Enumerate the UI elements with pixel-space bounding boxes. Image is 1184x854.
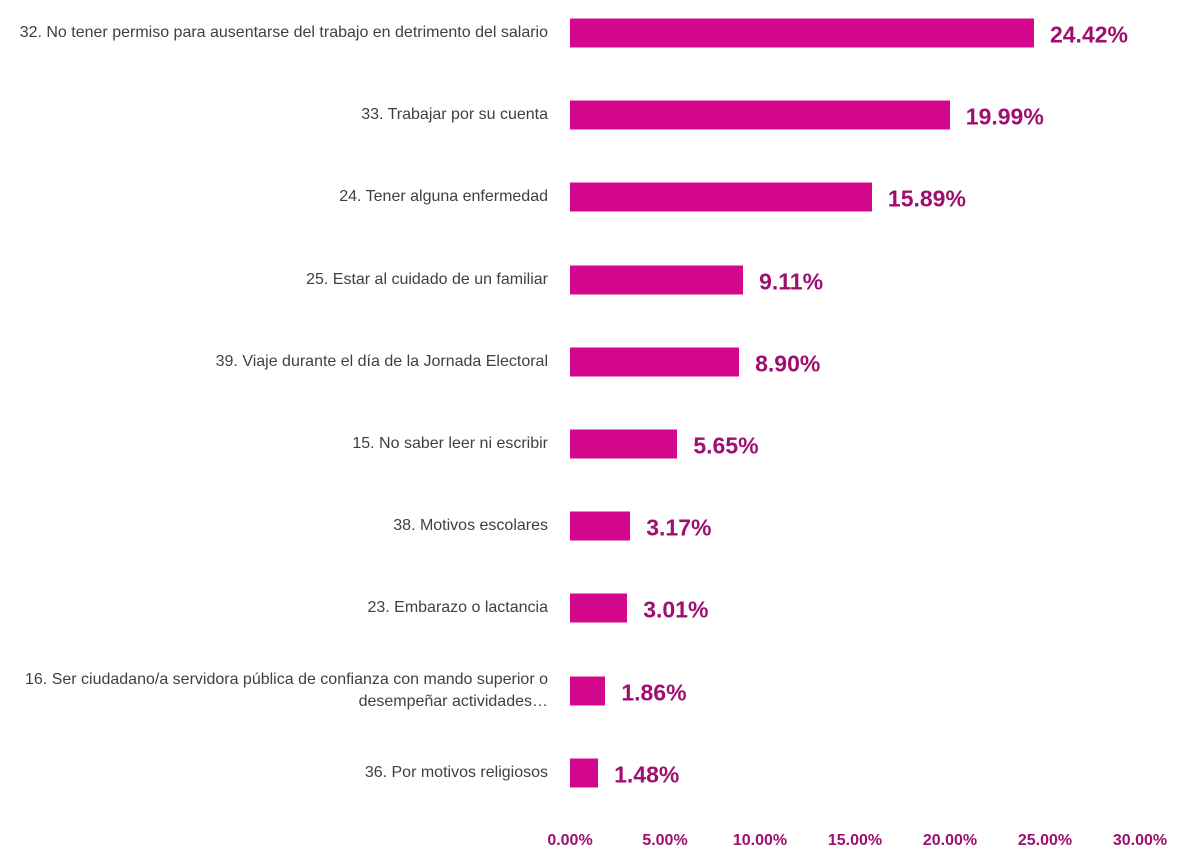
category-label: 23. Embarazo o lactancia [367,599,548,617]
x-tick-label: 30.00% [1112,832,1168,849]
value-label: 19.99% [965,103,1044,130]
x-tick-label: 25.00% [1017,832,1073,849]
bar [570,429,678,459]
x-tick-label: 0.00% [547,832,593,849]
value-label: 15.89% [887,185,966,212]
bar [570,593,628,623]
bar [570,758,599,788]
value-label: 8.90% [755,350,821,377]
category-label: 36. Por motivos religiosos [364,763,548,781]
category-label: 15. No saber leer ni escribir [352,435,548,452]
category-label: 25. Estar al cuidado de un familiar [306,270,548,288]
bar [570,265,744,295]
x-tick-label: 20.00% [922,832,978,849]
category-label: 16. Ser ciudadano/a servidora pública de… [25,670,548,710]
x-tick-label: 15.00% [827,832,883,849]
bar [570,100,950,130]
bar [570,676,606,706]
x-tick-label: 10.00% [732,832,788,849]
value-label: 24.42% [1049,21,1128,48]
x-tick-label: 5.00% [642,832,688,849]
category-label: 33. Trabajar por su cuenta [361,106,548,124]
category-label: 32. No tener permiso para ausentarse del… [19,24,548,41]
bar [570,18,1034,48]
bar [570,182,872,212]
category-label: 39. Viaje durante el día de la Jornada E… [215,352,548,370]
category-label: 24. Tener alguna enfermedad [339,188,548,206]
value-label: 3.01% [643,596,709,623]
value-label: 5.65% [693,432,759,459]
category-label: 38. Motivos escolares [393,517,548,535]
value-label: 1.86% [621,679,687,706]
value-label: 9.11% [759,268,824,295]
value-label: 3.17% [646,514,712,541]
bar [570,511,631,541]
bar [570,347,740,377]
value-label: 1.48% [614,761,680,788]
